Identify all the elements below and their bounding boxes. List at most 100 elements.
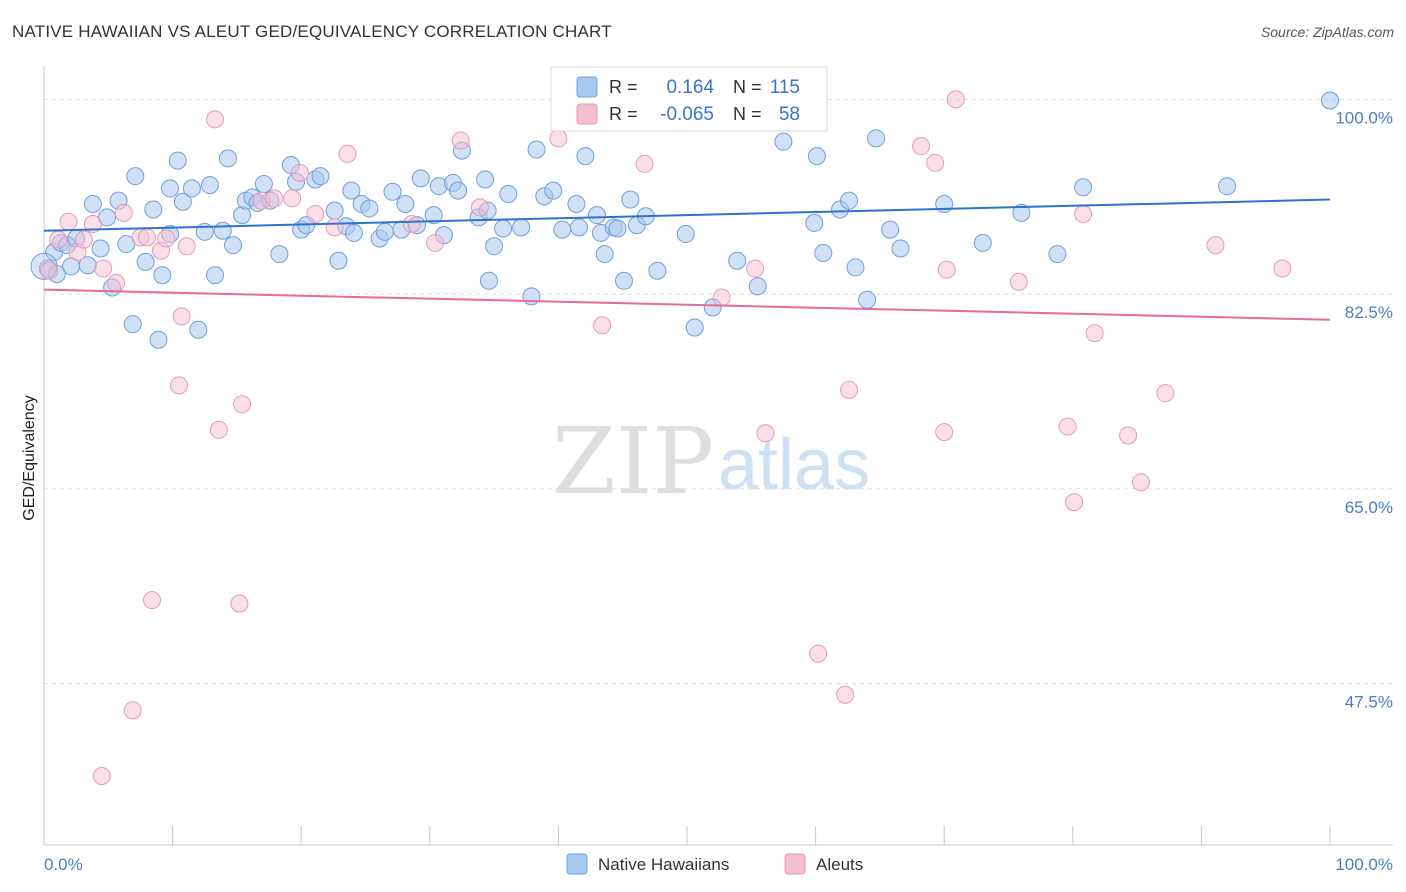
stats-n-value-2: 58 xyxy=(779,104,800,125)
trendline-native-hawaiians xyxy=(43,198,1331,232)
native-hawaiians-point xyxy=(846,258,865,277)
native-hawaiians-point xyxy=(494,219,513,238)
native-hawaiians-point xyxy=(858,290,877,309)
aleuts-point xyxy=(425,233,444,252)
aleuts-point xyxy=(836,685,855,704)
aleuts-point xyxy=(1009,272,1028,291)
native-hawaiians-point xyxy=(621,190,640,209)
native-hawaiians-point xyxy=(614,271,633,290)
native-hawaiians-point xyxy=(485,237,504,256)
axes xyxy=(43,66,1393,846)
native-hawaiians-point xyxy=(814,243,833,262)
native-hawaiians-point xyxy=(325,201,344,220)
stats-r-value-2: -0.065 xyxy=(660,104,714,125)
stats-n-value-1: 115 xyxy=(770,77,800,98)
aleuts-point xyxy=(635,154,654,173)
stats-swatch-blue xyxy=(576,76,598,98)
native-hawaiians-point xyxy=(1074,178,1093,197)
aleuts-point xyxy=(935,423,954,442)
aleuts-point xyxy=(290,163,309,182)
aleuts-point xyxy=(49,230,68,249)
native-hawaiians-point xyxy=(1048,245,1067,264)
native-hawaiians-point xyxy=(587,206,606,225)
aleuts-point xyxy=(593,316,612,335)
native-hawaiians-point xyxy=(218,149,237,168)
native-hawaiians-point xyxy=(449,181,468,200)
y-tick-label: 82.5% xyxy=(1345,303,1393,322)
native-hawaiians-point xyxy=(411,169,430,188)
x-tick-label-min: 0.0% xyxy=(44,855,83,874)
native-hawaiians-point xyxy=(595,245,614,264)
native-hawaiians-point xyxy=(126,167,145,186)
y-tick-label: 47.5% xyxy=(1345,693,1393,712)
native-hawaiians-point xyxy=(867,129,886,148)
native-hawaiians-point xyxy=(311,167,330,186)
native-hawaiians-point xyxy=(144,200,163,219)
aleuts-point xyxy=(94,259,113,278)
stats-r-label-2: R = xyxy=(609,104,638,124)
trendline-aleuts xyxy=(43,288,1331,321)
native-hawaiians-point xyxy=(1218,177,1237,196)
aleuts-point xyxy=(1156,384,1175,403)
native-hawaiians-point xyxy=(476,170,495,189)
aleuts-point xyxy=(912,137,931,156)
aleuts-point xyxy=(756,424,775,443)
series-aleuts xyxy=(40,90,1292,786)
aleuts-point xyxy=(325,218,344,237)
aleuts-point xyxy=(170,376,189,395)
native-hawaiians-point xyxy=(567,194,586,213)
aleuts-point xyxy=(92,767,111,786)
native-hawaiians-point xyxy=(512,218,531,237)
native-hawaiians-point xyxy=(807,147,826,166)
aleuts-point xyxy=(946,90,965,109)
aleuts-point xyxy=(123,701,142,720)
stats-r-value-1: 0.164 xyxy=(666,77,714,98)
aleuts-point xyxy=(338,144,357,163)
native-hawaiians-point xyxy=(182,179,201,198)
aleuts-point xyxy=(230,594,249,613)
aleuts-point xyxy=(74,230,93,249)
y-axis-label: GED/Equivalency xyxy=(21,395,38,520)
chart-title: NATIVE HAWAIIAN VS ALEUT GED/EQUIVALENCY… xyxy=(12,22,612,41)
native-hawaiians-point xyxy=(805,213,824,232)
y-tick-label: 100.0% xyxy=(1335,108,1393,127)
native-hawaiians-point xyxy=(881,220,900,239)
aleuts-point xyxy=(59,212,78,231)
x-tick-labels: 0.0% 100.0% xyxy=(44,855,1393,874)
native-hawaiians-point xyxy=(254,174,273,193)
aleuts-point xyxy=(83,215,102,234)
stats-box: R = 0.164 N = 115 R = -0.065 N = 58 xyxy=(550,66,828,132)
x-tick-label-max: 100.0% xyxy=(1335,855,1393,874)
aleuts-point xyxy=(172,307,191,326)
native-hawaiians-point xyxy=(83,194,102,213)
aleuts-point xyxy=(143,591,162,610)
native-hawaiians-point xyxy=(840,191,859,210)
aleuts-point xyxy=(1131,473,1150,492)
aleuts-point xyxy=(1273,259,1292,278)
native-hawaiians-point xyxy=(676,225,695,244)
aleuts-point xyxy=(746,259,765,278)
native-hawaiians-point xyxy=(648,261,667,280)
native-hawaiians-point xyxy=(553,220,572,239)
native-hawaiians-point xyxy=(161,179,180,198)
aleuts-point xyxy=(712,288,731,307)
aleuts-point xyxy=(451,131,470,150)
watermark-atlas: atlas xyxy=(718,425,870,505)
stats-swatch-pink xyxy=(576,103,598,125)
native-hawaiians-point xyxy=(329,251,348,270)
aleuts-point xyxy=(107,274,126,293)
native-hawaiians-point xyxy=(569,218,588,237)
trendlines xyxy=(43,198,1331,321)
aleuts-point xyxy=(1058,417,1077,436)
native-hawaiians-point xyxy=(91,239,110,258)
aleuts-point xyxy=(233,395,252,414)
native-hawaiians-point xyxy=(1321,91,1339,110)
legend-label-aleuts: Aleuts xyxy=(816,855,863,874)
aleuts-point xyxy=(40,261,59,280)
native-hawaiians-point xyxy=(342,181,361,200)
aleuts-point xyxy=(177,237,196,256)
native-hawaiians-point xyxy=(1012,203,1031,222)
aleuts-point xyxy=(926,153,945,172)
stats-r-label-1: R = xyxy=(609,77,638,97)
aleuts-point xyxy=(209,420,228,439)
